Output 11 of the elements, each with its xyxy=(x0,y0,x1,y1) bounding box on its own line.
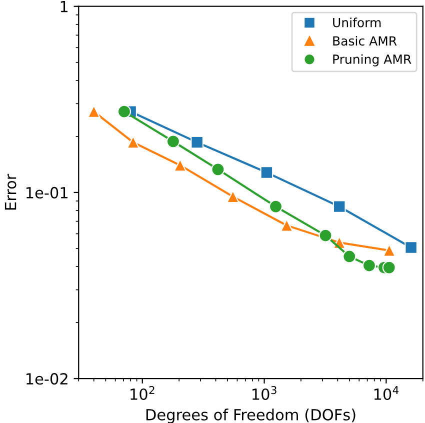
y-axis-title: Error xyxy=(4,174,16,210)
y-tick-label: 1 xyxy=(60,1,68,12)
x-tick-label: 10$^{4}$ xyxy=(374,386,399,400)
legend-label: Pruning AMR xyxy=(333,54,412,66)
legend-label: Basic AMR xyxy=(333,36,397,46)
y-tick-label: 1e-02 xyxy=(26,373,68,385)
x-tick-label: 10$^{3}$ xyxy=(252,386,276,400)
x-axis-title: Degrees of Freedom (DOFs) xyxy=(146,408,356,423)
x-tick-label: 10$^{2}$ xyxy=(130,386,154,400)
legend-label: Uniform xyxy=(333,18,381,28)
y-tick-label: 1e-01 xyxy=(26,186,68,198)
